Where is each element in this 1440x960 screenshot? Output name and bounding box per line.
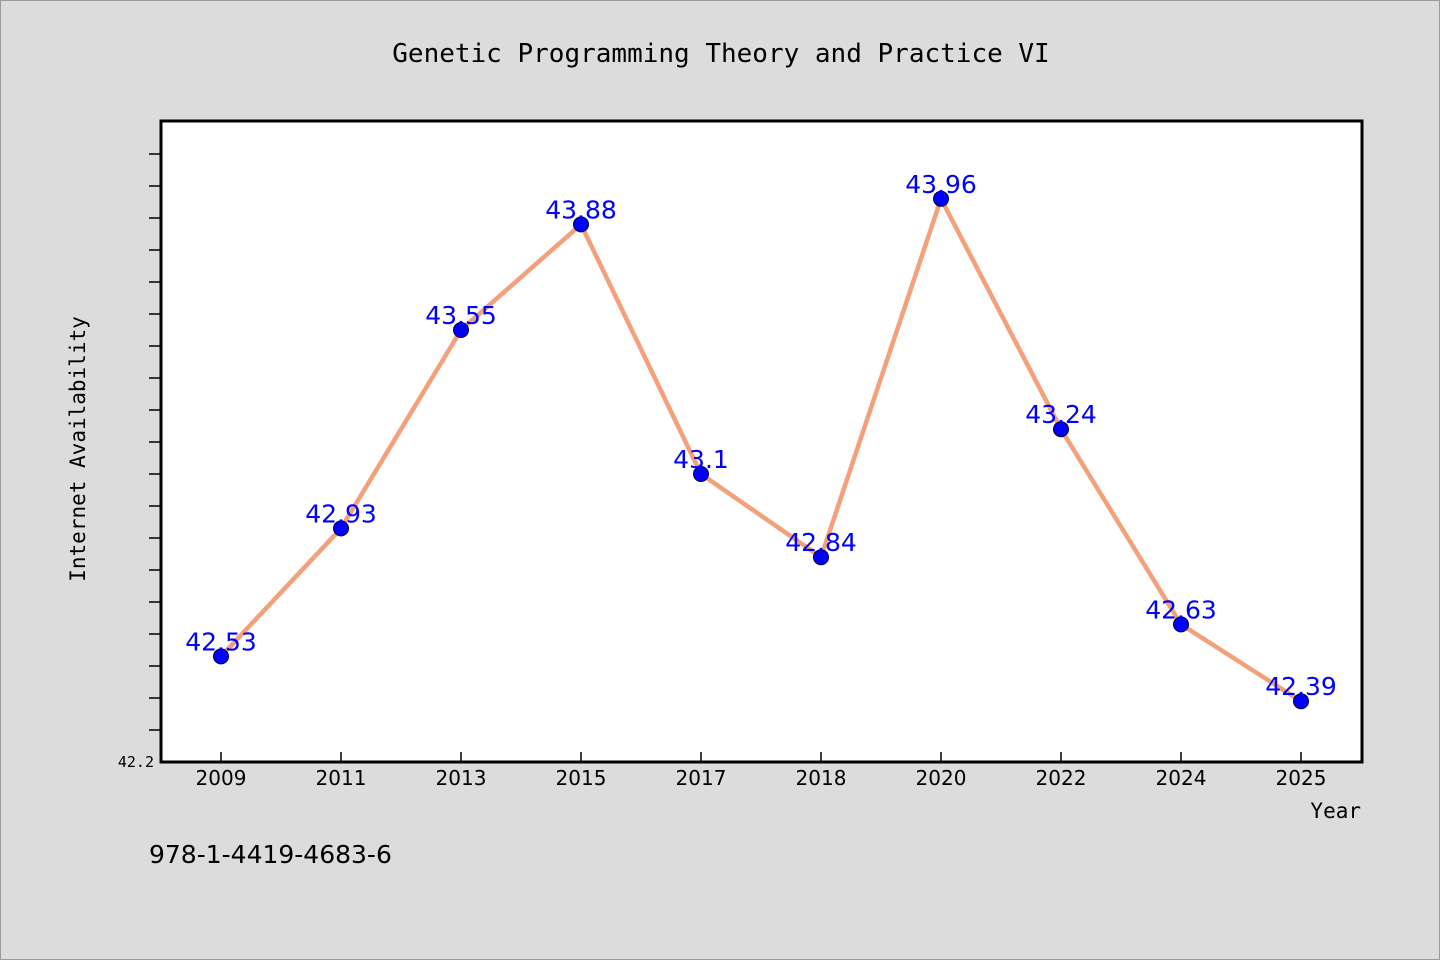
y-axis-min-label: 42.2 — [118, 753, 154, 771]
data-label: 43.96 — [905, 170, 977, 199]
y-axis-ticks — [149, 153, 161, 731]
x-tick-label: 2013 — [436, 766, 487, 790]
x-tick-label: 2025 — [1276, 766, 1327, 790]
isbn-footer: 978-1-4419-4683-6 — [149, 840, 392, 869]
data-label: 42.39 — [1265, 672, 1337, 701]
data-point — [1053, 421, 1069, 438]
data-point — [453, 322, 469, 338]
chart-title: Genetic Programming Theory and Practice … — [392, 39, 1049, 69]
markers-layer — [213, 190, 1309, 710]
x-tick-label: 2022 — [1036, 766, 1087, 790]
x-tick-label: 2018 — [796, 766, 847, 790]
data-label: 43.88 — [545, 195, 617, 224]
data-label: 43.55 — [425, 301, 497, 330]
series-layer — [218, 196, 1304, 704]
data-point — [573, 216, 589, 233]
data-label: 42.84 — [785, 528, 857, 557]
data-label: 42.93 — [305, 499, 377, 528]
data-point — [1173, 616, 1189, 633]
x-tick-label: 2009 — [196, 766, 247, 790]
data-point — [213, 648, 229, 665]
plot-area — [159, 119, 1364, 764]
x-tick-label: 2020 — [916, 766, 967, 790]
data-point — [1293, 693, 1309, 710]
series-line — [218, 196, 1304, 704]
y-axis-title: Internet Availability — [66, 316, 90, 582]
data-point — [693, 466, 709, 482]
data-point — [933, 190, 949, 207]
data-label: 43.24 — [1025, 400, 1097, 429]
data-label: 43.1 — [673, 445, 729, 474]
x-tick-label: 2015 — [556, 766, 607, 790]
x-axis-ticks: 2009 2011 2013 2015 2017 2018 2020 2022 2024 2025 — [196, 752, 1327, 790]
x-tick-label: 2017 — [676, 766, 727, 790]
x-tick-label: 2024 — [1156, 766, 1207, 790]
x-axis-title: Year — [1310, 799, 1361, 823]
data-label: 42.53 — [185, 627, 257, 656]
x-tick-label: 2011 — [316, 766, 367, 790]
data-point — [813, 549, 829, 566]
data-label: 42.63 — [1145, 595, 1217, 624]
data-labels-layer: 42.53 42.93 43.55 43.88 43.1 42.84 43.96 43.24 4… — [185, 170, 1337, 701]
data-point — [333, 520, 349, 537]
